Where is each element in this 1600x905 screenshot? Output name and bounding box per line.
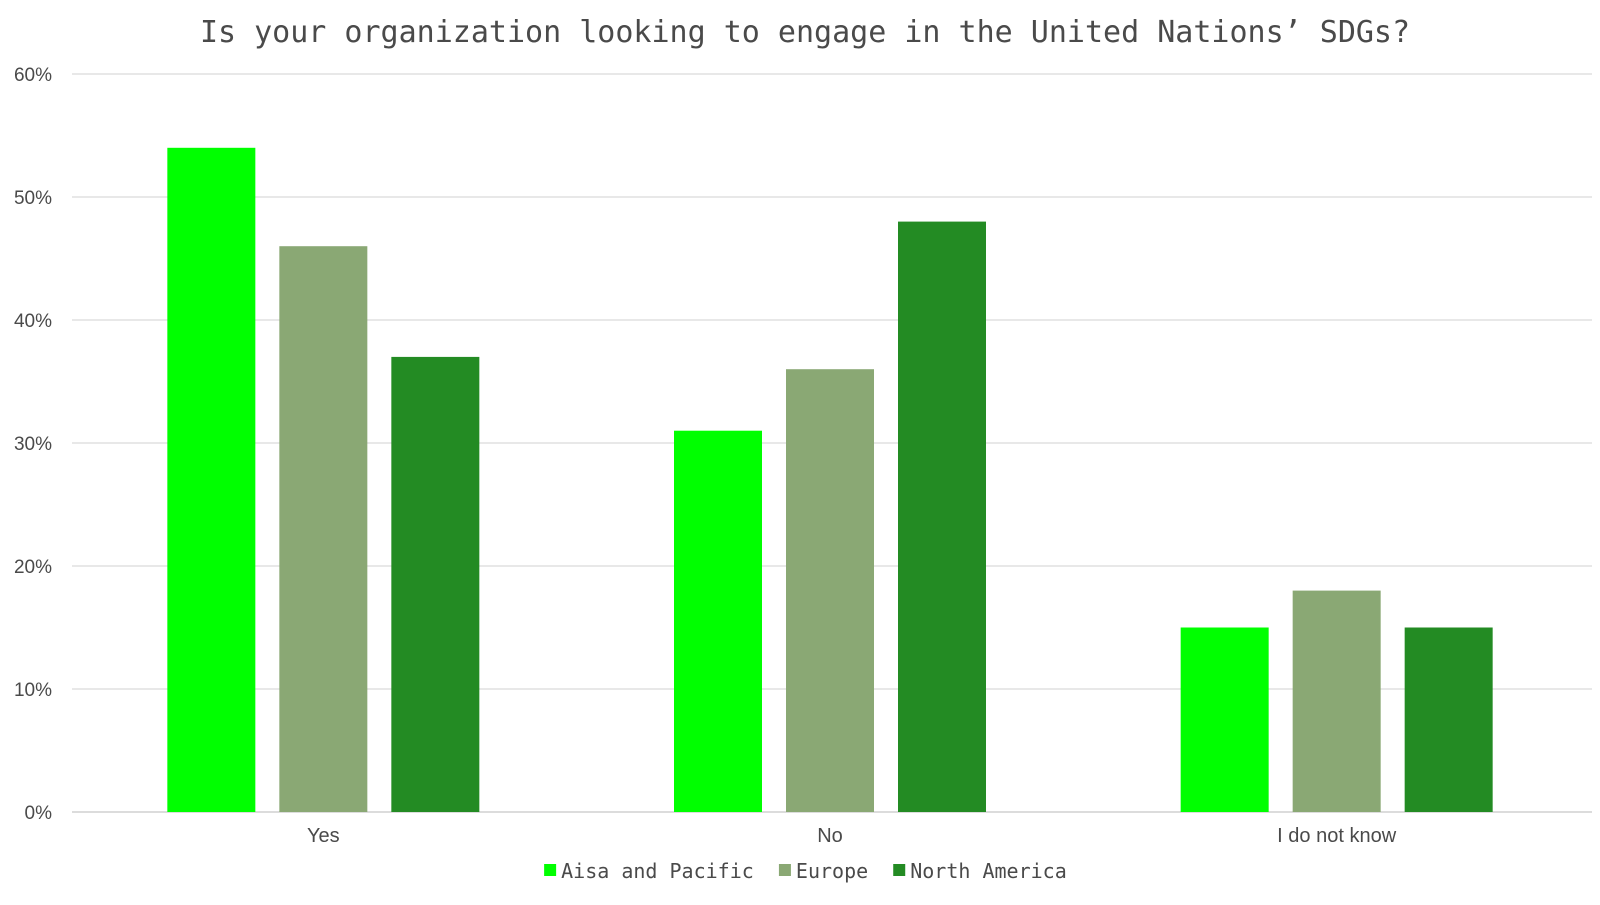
legend-swatch [778,864,791,876]
legend[interactable]: Aisa and Pacific Europe North America [544,859,1067,883]
legend-label: Aisa and Pacific [561,859,754,883]
legend-item[interactable]: Europe [778,859,868,883]
bar-2-2 [1404,627,1493,812]
bar-1-2 [898,221,986,813]
y-tick-label: 50% [14,188,52,209]
y-tick-label: 40% [14,311,52,332]
legend-item[interactable]: North America [893,859,1067,883]
bar-1-1 [786,369,874,812]
bars [167,147,1493,813]
bar-1-0 [674,430,762,812]
y-tick-label: 60% [14,65,52,86]
y-tick-label: 10% [14,680,52,701]
legend-item[interactable]: Aisa and Pacific [544,859,754,883]
legend-swatch [544,864,557,876]
legend-swatch [893,864,906,876]
y-tick-label: 0% [25,803,53,824]
x-category-label: I do not know [1277,825,1397,847]
x-category-label: Yes [307,825,340,847]
bar-2-0 [1180,627,1269,812]
x-axis-categories: Yes No I do not know [307,825,1397,847]
bar-0-0 [167,147,256,813]
chart-title: Is your organization looking to engage i… [200,15,1410,50]
bar-0-1 [279,246,368,812]
bar-2-1 [1292,590,1381,812]
x-category-label: No [817,825,843,847]
legend-label: Europe [796,859,868,883]
legend-label: North America [910,859,1067,883]
y-tick-label: 20% [14,557,52,578]
y-tick-label: 30% [14,434,52,455]
y-axis-ticks: 0% 10% 20% 30% 40% 50% 60% [14,65,52,824]
bar-0-2 [391,356,480,812]
